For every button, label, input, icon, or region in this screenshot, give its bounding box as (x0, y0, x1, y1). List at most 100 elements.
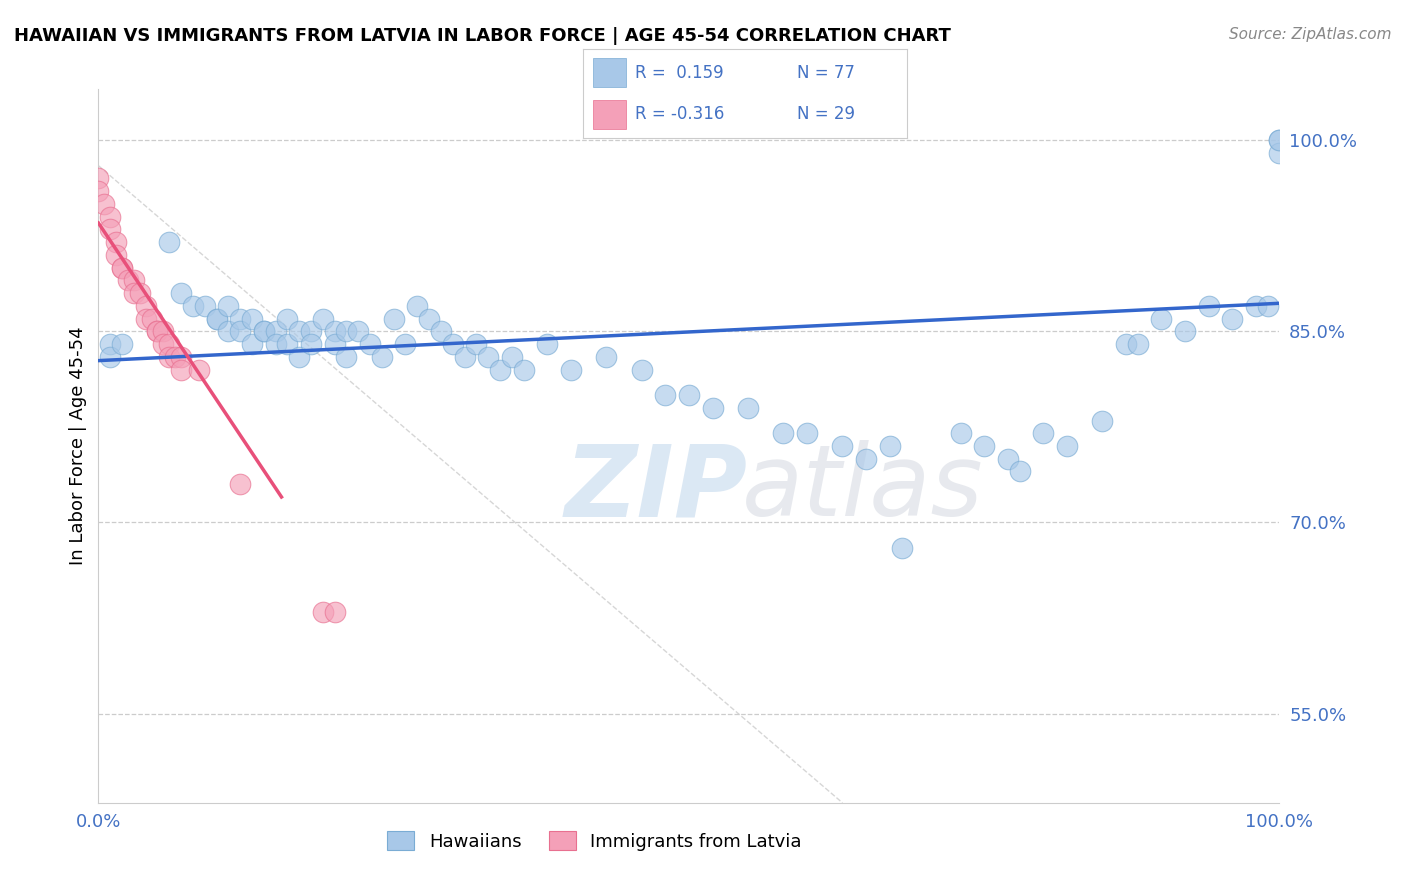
Text: Source: ZipAtlas.com: Source: ZipAtlas.com (1229, 27, 1392, 42)
Point (117, 273, 139, 287)
Legend: Hawaiians, Immigrants from Latvia: Hawaiians, Immigrants from Latvia (380, 824, 808, 858)
Point (453, 350, 475, 364)
Point (394, 337, 416, 351)
Point (264, 324, 287, 338)
Point (229, 324, 252, 338)
Point (105, 248, 128, 262)
Point (359, 337, 381, 351)
Point (772, 426, 794, 441)
Point (205, 311, 228, 326)
Point (1091, 413, 1114, 427)
Point (737, 401, 759, 415)
Point (299, 337, 322, 351)
Point (194, 299, 217, 313)
Text: R = -0.316: R = -0.316 (636, 105, 724, 123)
Point (430, 324, 453, 338)
Point (240, 337, 263, 351)
Text: atlas: atlas (742, 441, 984, 537)
Point (630, 362, 652, 376)
Point (418, 311, 440, 326)
Point (465, 337, 488, 351)
Point (122, 286, 145, 301)
Point (489, 362, 512, 376)
Point (288, 350, 311, 364)
Point (240, 311, 263, 326)
Point (678, 388, 700, 402)
Point (477, 350, 499, 364)
Point (890, 541, 912, 555)
Point (973, 439, 995, 453)
Point (512, 362, 534, 376)
Point (87, 184, 110, 198)
Point (299, 324, 322, 338)
Point (98, 222, 121, 236)
Y-axis label: In Labor Force | Age 45-54: In Labor Force | Age 45-54 (69, 326, 87, 566)
Point (347, 324, 370, 338)
Point (1126, 337, 1149, 351)
Point (406, 299, 429, 313)
Point (879, 439, 901, 453)
Point (135, 311, 157, 326)
Point (264, 337, 287, 351)
Point (276, 311, 298, 326)
Point (1032, 426, 1054, 441)
Point (654, 388, 676, 402)
Point (595, 350, 617, 364)
Point (170, 362, 193, 376)
Point (1150, 311, 1173, 326)
Point (1268, 145, 1291, 160)
Point (276, 337, 298, 351)
FancyBboxPatch shape (593, 58, 626, 87)
Point (135, 299, 157, 313)
Point (187, 362, 209, 376)
Point (312, 605, 335, 619)
Point (536, 337, 558, 351)
Point (1244, 299, 1267, 313)
Point (1257, 299, 1279, 313)
Point (560, 362, 582, 376)
Point (997, 451, 1019, 466)
Point (229, 477, 252, 491)
Point (157, 235, 180, 249)
Point (323, 605, 346, 619)
Point (1115, 337, 1137, 351)
Point (146, 324, 169, 338)
Point (122, 273, 145, 287)
Point (105, 235, 128, 249)
Point (1220, 311, 1243, 326)
Text: R =  0.159: R = 0.159 (636, 64, 724, 82)
Point (831, 439, 853, 453)
Point (253, 324, 276, 338)
Point (170, 350, 193, 364)
Point (323, 324, 346, 338)
Point (501, 350, 523, 364)
Point (217, 299, 239, 313)
Point (288, 324, 311, 338)
Text: ZIP: ZIP (565, 441, 748, 537)
Point (93, 197, 115, 211)
Point (165, 350, 187, 364)
Point (111, 260, 134, 275)
Point (1268, 133, 1291, 147)
Point (111, 337, 134, 351)
Point (152, 337, 174, 351)
Point (152, 324, 174, 338)
FancyBboxPatch shape (593, 100, 626, 129)
Point (87, 171, 110, 186)
Point (323, 337, 346, 351)
Point (253, 324, 276, 338)
Point (111, 260, 134, 275)
Point (702, 401, 724, 415)
Point (796, 426, 818, 441)
Point (949, 426, 972, 441)
Point (335, 324, 357, 338)
Point (855, 451, 877, 466)
Point (141, 311, 163, 326)
Point (217, 324, 239, 338)
Point (1268, 133, 1291, 147)
Point (170, 286, 193, 301)
Point (98, 210, 121, 224)
Point (181, 299, 204, 313)
Text: N = 77: N = 77 (797, 64, 855, 82)
Point (146, 324, 169, 338)
